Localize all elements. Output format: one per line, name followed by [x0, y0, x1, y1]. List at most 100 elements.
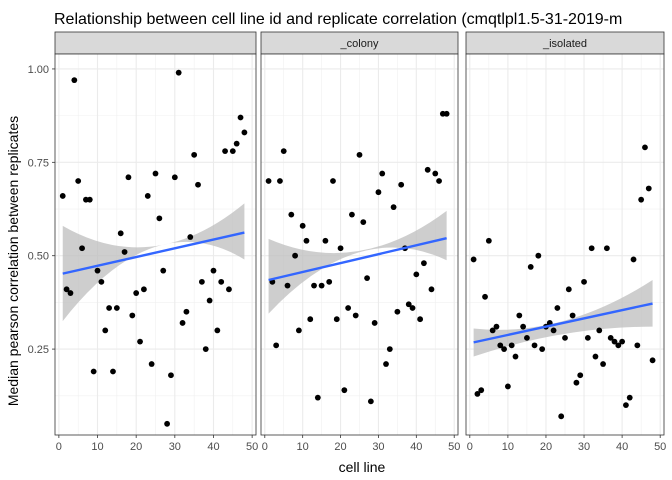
data-point — [94, 267, 101, 274]
y-tick-label: 0.75 — [28, 157, 49, 169]
chart-title: Relationship between cell line id and re… — [54, 11, 622, 28]
data-point — [592, 353, 599, 360]
data-point — [90, 368, 97, 375]
data-point — [520, 323, 527, 330]
confidence-band — [473, 279, 653, 357]
data-point — [337, 245, 344, 252]
panel-border — [260, 53, 459, 436]
data-point — [349, 211, 355, 218]
data-point — [443, 110, 450, 117]
x-tick-label: 20 — [334, 441, 346, 453]
confidence-band — [62, 203, 245, 322]
data-point — [79, 245, 85, 252]
data-point — [371, 320, 378, 326]
data-point — [113, 305, 120, 311]
data-point — [137, 338, 143, 345]
data-point — [360, 219, 367, 225]
facet-panel: _isolated 0 10 20 30 40 50 — [465, 31, 666, 453]
data-point — [86, 196, 93, 203]
data-point — [497, 342, 504, 349]
data-point — [222, 148, 228, 155]
data-point — [133, 290, 140, 296]
data-point — [512, 353, 519, 360]
data-point — [191, 151, 198, 158]
data-point — [436, 178, 442, 184]
facet-strip-label: _colony — [340, 38, 379, 50]
data-point — [59, 193, 66, 199]
data-point — [596, 327, 603, 334]
data-point — [638, 196, 645, 203]
data-point — [508, 342, 515, 349]
data-point — [295, 327, 302, 334]
x-tick-label: 20 — [540, 441, 552, 453]
x-tick-label: 0 — [262, 441, 268, 453]
data-point — [202, 346, 209, 352]
data-point — [531, 342, 538, 349]
data-point — [489, 327, 496, 334]
x-tick-label: 30 — [169, 441, 181, 453]
data-point — [432, 170, 439, 177]
data-point — [630, 256, 637, 263]
data-point — [634, 342, 641, 349]
data-point — [330, 178, 336, 184]
y-tick-label: 0.50 — [28, 251, 49, 263]
x-tick-label: 50 — [448, 441, 460, 453]
data-point — [333, 316, 340, 323]
data-point — [233, 140, 240, 147]
data-point — [226, 286, 232, 293]
data-point — [527, 264, 534, 270]
y-axis: 0.25 0.50 0.75 1.00 — [28, 64, 55, 356]
x-tick-label: 40 — [410, 441, 422, 453]
data-point — [569, 312, 576, 319]
regression-line — [62, 231, 245, 275]
data-point — [206, 297, 213, 304]
x-tick-label: 40 — [207, 441, 219, 453]
data-point — [288, 211, 295, 218]
data-point — [565, 286, 572, 293]
data-point — [144, 193, 151, 199]
data-point — [277, 178, 283, 184]
facet-strip-label: _isolated — [542, 38, 587, 50]
data-point — [152, 170, 159, 177]
data-point — [504, 383, 511, 390]
x-tick-label: 0 — [56, 441, 62, 453]
data-point — [210, 267, 217, 274]
data-point — [516, 312, 523, 319]
data-point — [611, 338, 618, 345]
data-point — [326, 278, 333, 285]
panel-border — [465, 53, 665, 436]
data-point — [75, 178, 82, 184]
data-point — [386, 346, 393, 352]
data-point — [474, 391, 481, 397]
data-point — [562, 334, 568, 341]
data-point — [364, 275, 370, 282]
regression-line — [473, 302, 653, 344]
data-point — [179, 320, 186, 326]
x-tick-label: 30 — [578, 441, 590, 453]
data-point — [394, 308, 401, 315]
data-point — [424, 166, 431, 173]
data-point — [619, 338, 626, 345]
data-point — [485, 237, 492, 244]
data-point — [524, 334, 530, 341]
data-point — [160, 267, 167, 274]
y-tick-label: 0.25 — [28, 344, 49, 356]
data-point — [241, 129, 248, 136]
data-point — [413, 271, 420, 278]
x-tick-label: 10 — [297, 441, 309, 453]
data-point — [421, 260, 427, 267]
data-point — [645, 185, 652, 192]
data-point — [183, 308, 190, 315]
data-point — [121, 249, 128, 255]
data-point — [341, 387, 348, 394]
data-point — [156, 215, 163, 222]
data-point — [584, 334, 591, 341]
data-point — [409, 305, 416, 311]
data-point — [390, 204, 397, 211]
data-point — [218, 278, 225, 285]
data-point — [195, 181, 201, 188]
data-point — [67, 290, 74, 296]
data-point — [367, 398, 374, 405]
data-point — [198, 278, 205, 285]
